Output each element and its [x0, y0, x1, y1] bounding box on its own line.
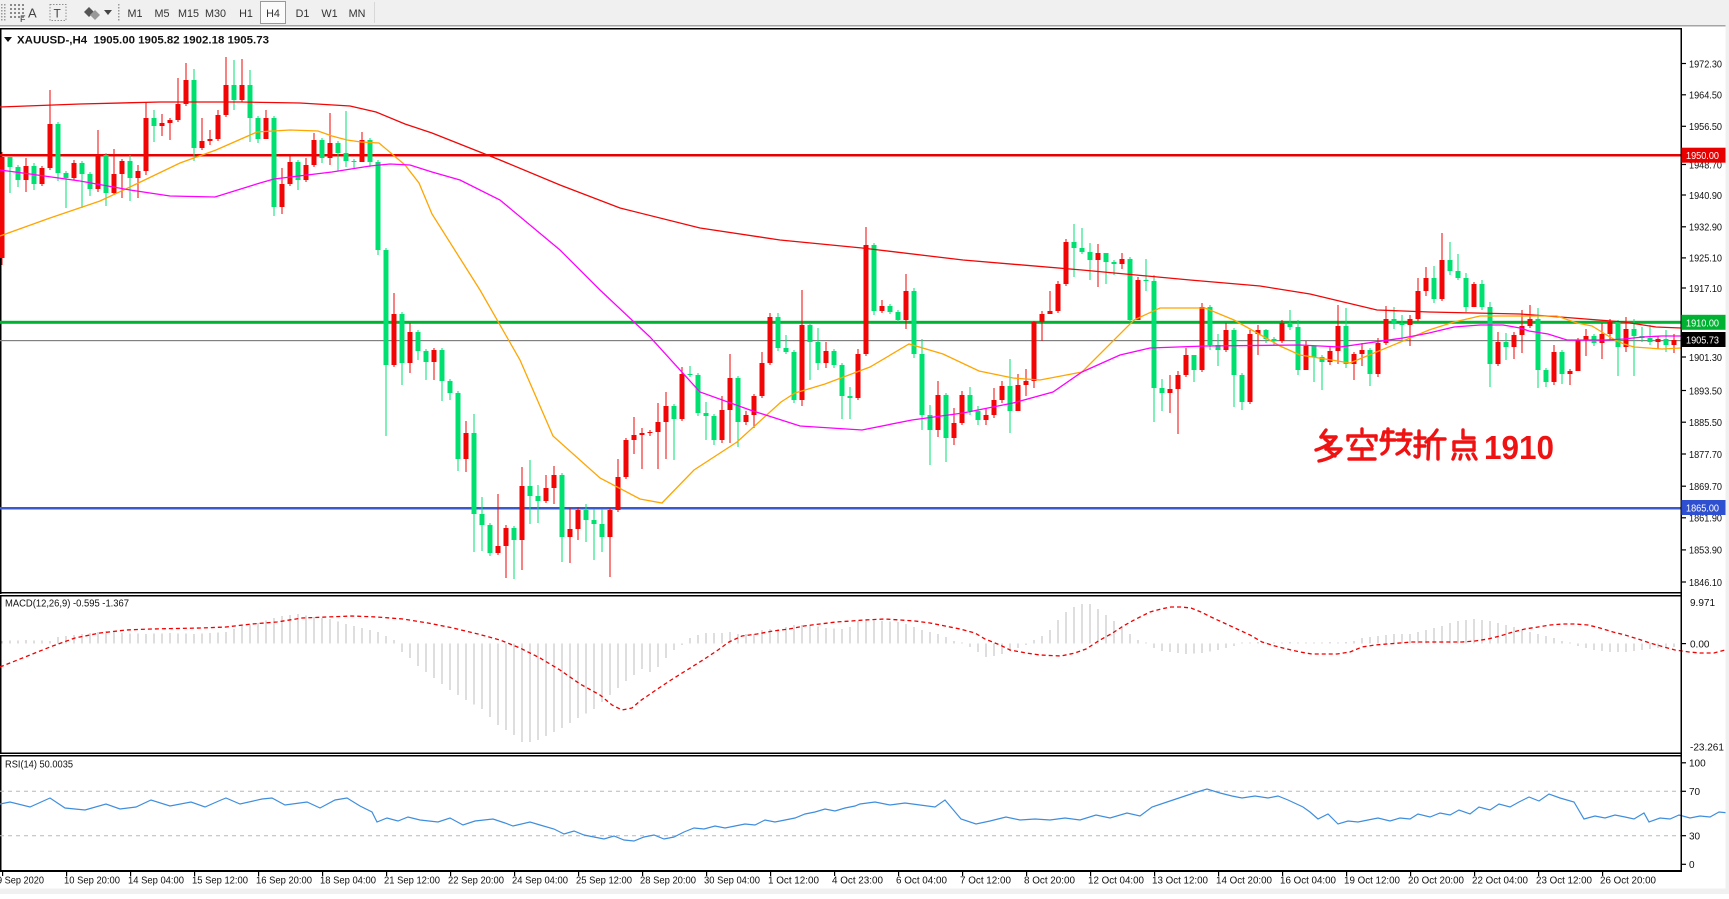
svg-text:14 Sep 04:00: 14 Sep 04:00	[128, 876, 184, 887]
svg-text:1917.10: 1917.10	[1689, 284, 1722, 295]
svg-text:MACD(12,26,9) -0.595 -1.367: MACD(12,26,9) -0.595 -1.367	[5, 599, 129, 610]
svg-text:9.971: 9.971	[1690, 598, 1715, 609]
svg-text:T: T	[54, 7, 62, 21]
svg-text:1877.70: 1877.70	[1689, 450, 1722, 461]
svg-text:1905.73: 1905.73	[1686, 336, 1719, 347]
svg-text:24 Sep 04:00: 24 Sep 04:00	[512, 876, 568, 887]
svg-text:26 Oct 20:00: 26 Oct 20:00	[1600, 876, 1656, 887]
svg-text:7 Oct 12:00: 7 Oct 12:00	[960, 876, 1011, 887]
svg-text:30 Sep 04:00: 30 Sep 04:00	[704, 876, 760, 887]
svg-text:1853.90: 1853.90	[1689, 546, 1722, 557]
svg-text:M15: M15	[178, 8, 199, 20]
svg-text:RSI(14) 50.0035: RSI(14) 50.0035	[5, 760, 74, 771]
svg-text:D1: D1	[296, 8, 310, 20]
svg-text:70: 70	[1689, 787, 1701, 798]
svg-text:1932.90: 1932.90	[1689, 223, 1722, 234]
svg-text:28 Sep 20:00: 28 Sep 20:00	[640, 876, 696, 887]
svg-text:16 Sep 20:00: 16 Sep 20:00	[256, 876, 312, 887]
svg-text:10 Sep 20:00: 10 Sep 20:00	[64, 876, 120, 887]
svg-text:1910.00: 1910.00	[1686, 318, 1719, 329]
svg-text:9 Sep 2020: 9 Sep 2020	[0, 876, 44, 887]
svg-text:M1: M1	[128, 8, 143, 20]
svg-text:XAUUSD-,H4 1905.00 1905.82 19: XAUUSD-,H4 1905.00 1905.82 1902.18 1905.…	[17, 35, 269, 47]
svg-text:15 Sep 12:00: 15 Sep 12:00	[192, 876, 248, 887]
svg-text:1 Oct 12:00: 1 Oct 12:00	[768, 876, 819, 887]
svg-text:22 Sep 20:00: 22 Sep 20:00	[448, 876, 504, 887]
svg-text:19 Oct 12:00: 19 Oct 12:00	[1344, 876, 1400, 887]
svg-text:0.00: 0.00	[1690, 640, 1710, 651]
svg-text:M5: M5	[155, 8, 170, 20]
svg-text:1901.30: 1901.30	[1689, 353, 1722, 364]
svg-text:1972.30: 1972.30	[1689, 59, 1722, 70]
svg-text:1940.90: 1940.90	[1689, 191, 1722, 202]
svg-text:A: A	[28, 6, 37, 21]
svg-text:18 Sep 04:00: 18 Sep 04:00	[320, 876, 376, 887]
svg-text:H4: H4	[266, 8, 280, 20]
svg-text:1925.10: 1925.10	[1689, 254, 1722, 265]
svg-text:1893.50: 1893.50	[1689, 386, 1722, 397]
svg-text:1865.00: 1865.00	[1686, 504, 1719, 515]
svg-text:30: 30	[1689, 832, 1701, 843]
svg-text:100: 100	[1689, 759, 1706, 770]
svg-text:8 Oct 20:00: 8 Oct 20:00	[1024, 876, 1075, 887]
svg-text:MN: MN	[349, 8, 366, 20]
svg-text:25 Sep 12:00: 25 Sep 12:00	[576, 876, 632, 887]
svg-text:0: 0	[1689, 860, 1695, 871]
svg-text:1956.50: 1956.50	[1689, 122, 1722, 133]
svg-text:12 Oct 04:00: 12 Oct 04:00	[1088, 876, 1144, 887]
svg-text:F: F	[20, 14, 26, 24]
svg-text:1846.10: 1846.10	[1689, 578, 1722, 589]
svg-text:1869.70: 1869.70	[1689, 482, 1722, 493]
svg-text:21 Sep 12:00: 21 Sep 12:00	[384, 876, 440, 887]
svg-text:22 Oct 04:00: 22 Oct 04:00	[1472, 876, 1528, 887]
svg-text:-23.261: -23.261	[1690, 743, 1724, 754]
svg-text:16 Oct 04:00: 16 Oct 04:00	[1280, 876, 1336, 887]
svg-text:1885.50: 1885.50	[1689, 418, 1722, 429]
svg-text:1964.50: 1964.50	[1689, 91, 1722, 102]
svg-text:1861.90: 1861.90	[1689, 514, 1722, 525]
svg-text:1950.00: 1950.00	[1686, 151, 1719, 162]
svg-text:13 Oct 12:00: 13 Oct 12:00	[1152, 876, 1208, 887]
svg-text:M30: M30	[205, 8, 226, 20]
svg-text:14 Oct 20:00: 14 Oct 20:00	[1216, 876, 1272, 887]
svg-text:W1: W1	[321, 8, 337, 20]
svg-text:1910: 1910	[1484, 430, 1554, 467]
svg-text:H1: H1	[239, 8, 253, 20]
svg-text:4 Oct 23:00: 4 Oct 23:00	[832, 876, 883, 887]
svg-text:6 Oct 04:00: 6 Oct 04:00	[896, 876, 947, 887]
svg-text:20 Oct 20:00: 20 Oct 20:00	[1408, 876, 1464, 887]
svg-text:23 Oct 12:00: 23 Oct 12:00	[1536, 876, 1592, 887]
